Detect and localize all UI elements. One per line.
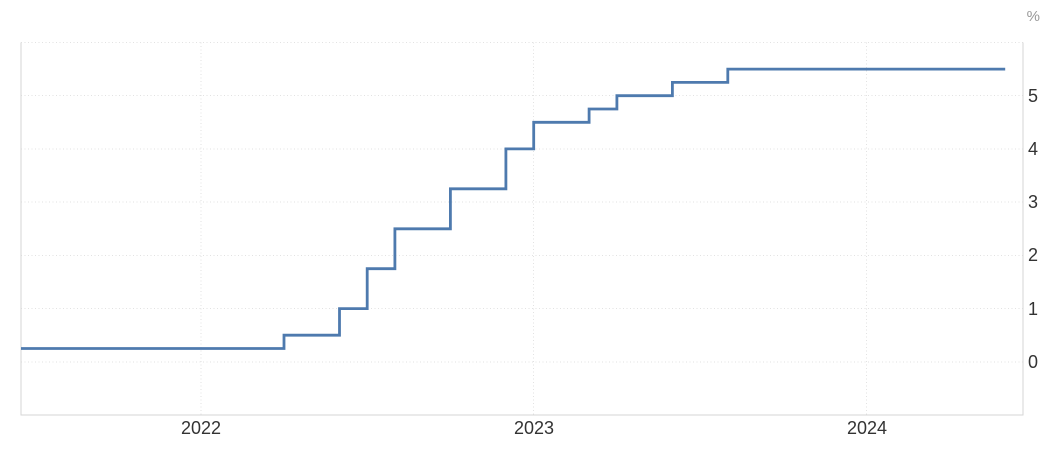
x-axis-tick-label: 2022 bbox=[180, 418, 222, 438]
x-axis-tick-label: 2024 bbox=[846, 418, 888, 438]
y-axis-tick-label: 2 bbox=[1028, 245, 1039, 265]
y-axis-tick-label: 0 bbox=[1028, 352, 1039, 372]
y-axis-tick-label: 1 bbox=[1028, 299, 1039, 319]
y-axis-tick-label: 4 bbox=[1028, 139, 1039, 159]
y-axis-tick-label: 5 bbox=[1028, 86, 1039, 106]
rate-step-line bbox=[21, 67, 1006, 350]
plot-frame bbox=[20, 42, 1024, 416]
x-axis-tick-label: 2023 bbox=[513, 418, 555, 438]
y-axis-tick-label: 3 bbox=[1028, 192, 1039, 212]
y-axis-unit-label: % bbox=[1026, 8, 1040, 25]
